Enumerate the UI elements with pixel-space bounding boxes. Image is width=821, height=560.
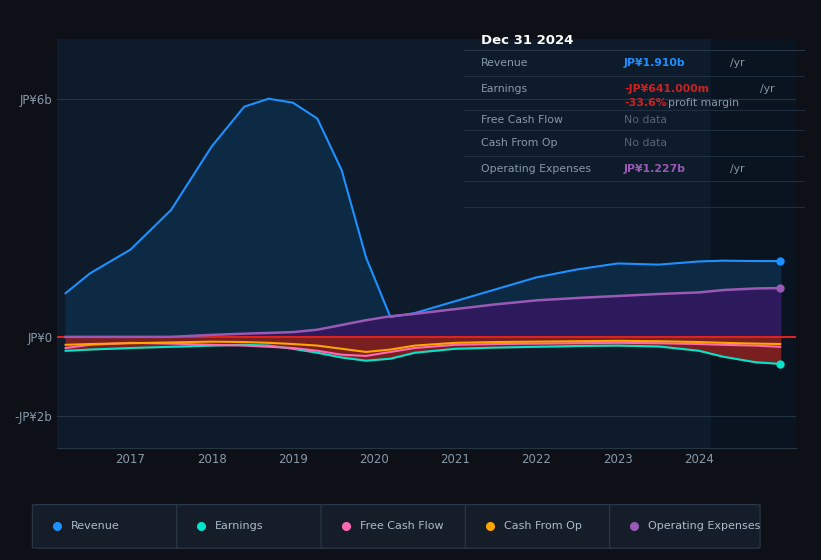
Text: -33.6%: -33.6% — [624, 98, 667, 108]
Text: Revenue: Revenue — [71, 521, 120, 531]
Text: Dec 31 2024: Dec 31 2024 — [481, 34, 573, 48]
FancyBboxPatch shape — [177, 505, 327, 548]
Text: Earnings: Earnings — [481, 84, 528, 94]
Text: Operating Expenses: Operating Expenses — [481, 164, 591, 174]
FancyBboxPatch shape — [321, 505, 471, 548]
Text: Cash From Op: Cash From Op — [481, 138, 557, 148]
Text: Revenue: Revenue — [481, 58, 529, 68]
Text: Earnings: Earnings — [215, 521, 264, 531]
Text: Operating Expenses: Operating Expenses — [649, 521, 760, 531]
Text: /yr: /yr — [760, 84, 775, 94]
FancyBboxPatch shape — [610, 505, 760, 548]
Bar — [711, 39, 800, 448]
Text: Free Cash Flow: Free Cash Flow — [481, 115, 562, 125]
Text: Free Cash Flow: Free Cash Flow — [360, 521, 443, 531]
Text: /yr: /yr — [730, 58, 744, 68]
Text: No data: No data — [624, 115, 667, 125]
Text: -JP¥641.000m: -JP¥641.000m — [624, 84, 709, 94]
Text: /yr: /yr — [730, 164, 744, 174]
Text: Cash From Op: Cash From Op — [504, 521, 582, 531]
Text: profit margin: profit margin — [668, 98, 739, 108]
FancyBboxPatch shape — [466, 505, 616, 548]
FancyBboxPatch shape — [32, 505, 183, 548]
Text: No data: No data — [624, 138, 667, 148]
Text: JP¥1.227b: JP¥1.227b — [624, 164, 686, 174]
Text: JP¥1.910b: JP¥1.910b — [624, 58, 686, 68]
